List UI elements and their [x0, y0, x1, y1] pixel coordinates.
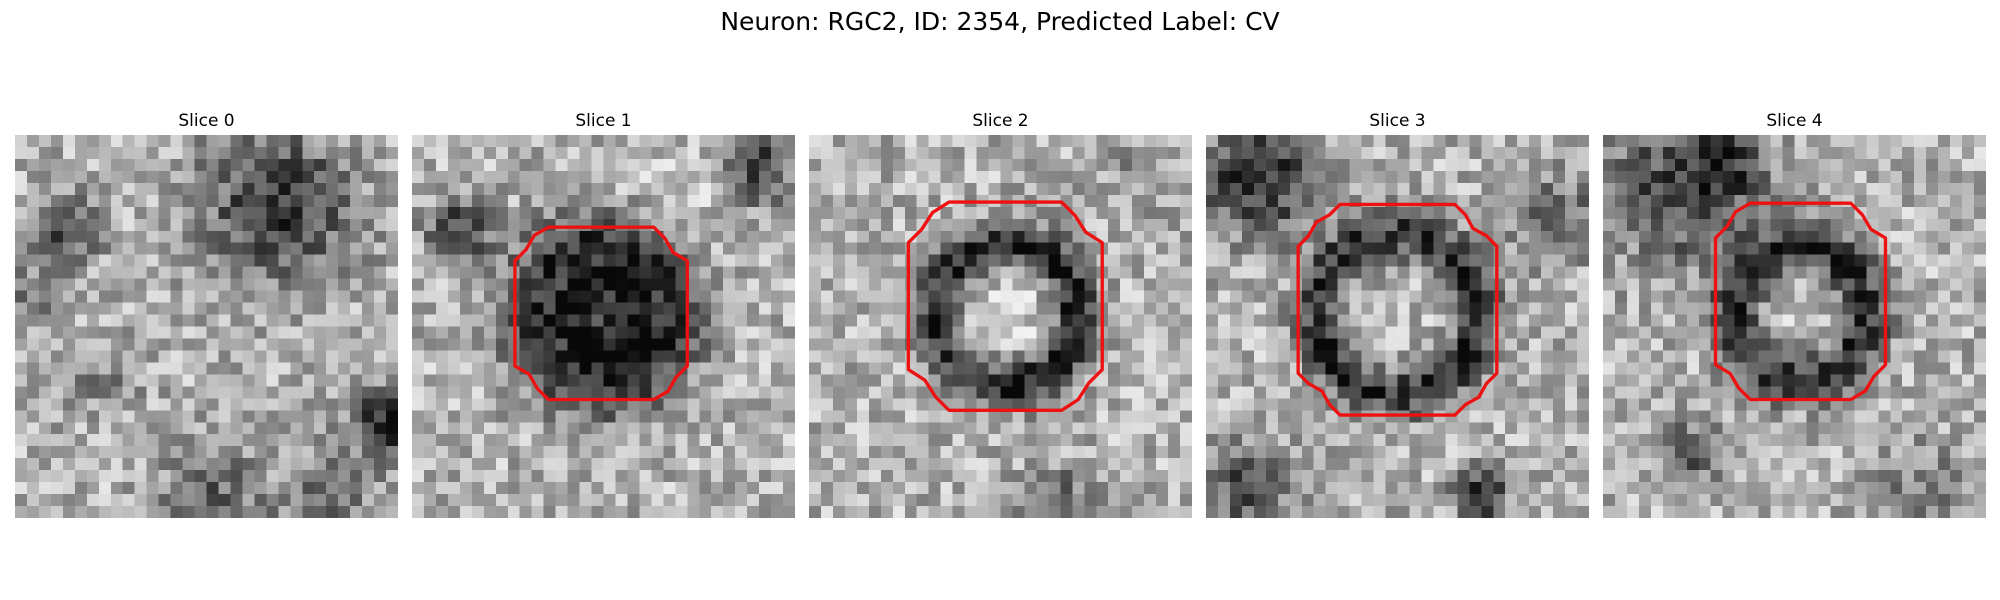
slice-title: Slice 3	[1206, 110, 1589, 132]
slice-panel-1: Slice 1	[412, 110, 795, 523]
slice-image	[1206, 135, 1589, 518]
slice-pixels	[1206, 135, 1589, 518]
slice-panel-0: Slice 0	[15, 110, 398, 523]
slice-title: Slice 4	[1603, 110, 1986, 132]
slice-pixels	[412, 135, 795, 518]
slice-pixels	[1603, 135, 1986, 518]
slice-panel-4: Slice 4	[1603, 110, 1986, 523]
slice-title: Slice 1	[412, 110, 795, 132]
slice-image	[15, 135, 398, 518]
figure-title: Neuron: RGC2, ID: 2354, Predicted Label:…	[0, 6, 2000, 38]
slice-image	[412, 135, 795, 518]
slice-title: Slice 2	[809, 110, 1192, 132]
slice-pixels	[809, 135, 1192, 518]
slice-image	[809, 135, 1192, 518]
slice-panel-2: Slice 2	[809, 110, 1192, 523]
slice-panel-3: Slice 3	[1206, 110, 1589, 523]
slice-title: Slice 0	[15, 110, 398, 132]
slice-image	[1603, 135, 1986, 518]
slice-pixels	[15, 135, 398, 518]
